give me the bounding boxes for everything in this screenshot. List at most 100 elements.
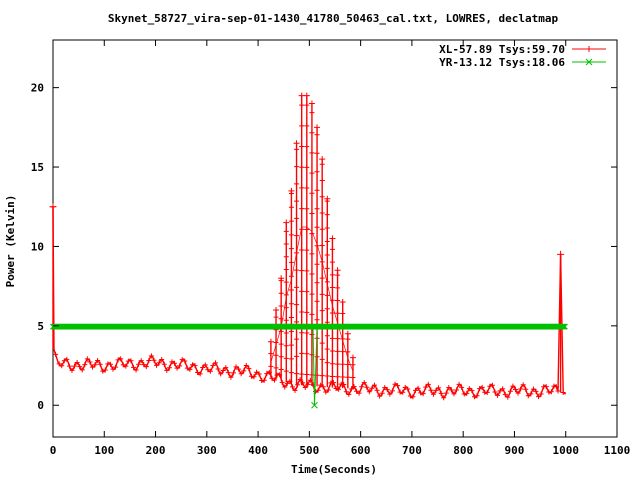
data-point-xl <box>254 369 260 375</box>
legend-marker-xl <box>586 46 592 52</box>
data-point-xl <box>294 336 300 342</box>
data-point-xl <box>246 366 252 372</box>
data-point-xl <box>288 218 294 224</box>
data-point-xl <box>294 146 300 152</box>
data-point-xl <box>454 387 460 393</box>
y-tick-label: 0 <box>37 399 44 412</box>
data-point-xl <box>319 210 325 216</box>
data-point-xl <box>304 247 310 253</box>
data-point-xl <box>324 346 330 352</box>
data-point-xl <box>507 388 513 394</box>
data-point-xl <box>304 226 310 232</box>
data-point-xl <box>115 357 121 363</box>
data-point-xl <box>120 362 126 368</box>
series-xl <box>49 92 567 401</box>
data-point-xl <box>169 359 175 365</box>
data-point-xl <box>282 384 288 390</box>
data-point-xl <box>356 390 362 396</box>
data-point-xl <box>184 365 190 371</box>
data-point-xl <box>289 384 295 390</box>
data-point-xl <box>288 356 294 362</box>
data-point-xl <box>304 330 310 336</box>
data-point-xl <box>283 241 289 247</box>
data-point-xl <box>102 367 108 373</box>
data-point-xl <box>210 363 216 369</box>
data-point-xl <box>319 373 325 379</box>
data-point-xl <box>538 391 544 397</box>
data-point-xl <box>200 364 206 370</box>
data-point-xl <box>309 332 315 338</box>
data-point-xl <box>412 387 418 393</box>
data-point-xl <box>294 198 300 204</box>
data-point-xl <box>500 386 506 392</box>
data-point-xl <box>304 185 310 191</box>
data-point-xl <box>283 355 289 361</box>
data-point-xl <box>310 382 316 388</box>
data-point-xl <box>299 268 305 274</box>
data-point-xl <box>273 306 280 313</box>
data-point-xl <box>560 390 566 396</box>
x-tick-label: 800 <box>453 444 473 457</box>
chart-title: Skynet_58727_vira-sep-01-1430_41780_5046… <box>108 12 559 25</box>
data-point-xl <box>266 369 272 375</box>
data-point-xl <box>319 178 325 184</box>
data-point-xl <box>136 361 142 367</box>
data-point-xl <box>278 275 285 282</box>
data-point-xl <box>304 351 310 357</box>
data-point-xl <box>459 384 465 390</box>
data-point-yr <box>559 323 566 330</box>
data-point-xl <box>309 251 315 257</box>
data-point-xl <box>294 164 300 170</box>
data-point-xl <box>74 360 80 365</box>
data-point-xl <box>430 391 436 397</box>
data-point-xl <box>474 393 480 399</box>
data-point-xl <box>294 267 300 273</box>
data-point-xl <box>324 225 330 231</box>
data-point-xl <box>202 362 208 368</box>
data-point-xl <box>309 210 315 216</box>
data-point-xl <box>320 384 326 390</box>
data-point-xl <box>329 348 335 354</box>
data-point-xl <box>350 362 356 368</box>
data-point-xl <box>489 382 495 388</box>
data-point-xl <box>278 328 284 334</box>
data-point-xl <box>304 371 310 377</box>
data-point-xl <box>451 391 457 397</box>
data-point-xl <box>151 357 157 363</box>
data-point-xl <box>405 386 411 392</box>
data-point-xl <box>79 367 85 373</box>
data-point-xl <box>400 389 406 395</box>
data-point-xl <box>448 387 454 393</box>
data-point-xl <box>330 380 336 386</box>
data-point-xl <box>197 371 203 377</box>
data-point-xl <box>299 102 305 108</box>
data-point-xl <box>283 368 289 374</box>
data-point-xl <box>324 212 330 218</box>
data-point-xl <box>130 364 136 370</box>
data-point-xl <box>477 386 483 392</box>
data-point-xl <box>288 204 294 210</box>
data-point-xl <box>273 352 279 358</box>
data-point-xl <box>299 185 305 191</box>
data-point-xl <box>69 367 75 373</box>
data-point-xl <box>495 392 501 398</box>
data-point-xl <box>420 391 426 397</box>
data-point-xl <box>279 379 285 385</box>
data-point-xl <box>207 368 213 374</box>
data-point-xl <box>325 387 331 393</box>
data-point-xl <box>349 354 356 361</box>
data-point-xl <box>298 92 305 99</box>
plot-area <box>49 39 618 438</box>
data-point-xl <box>283 279 289 285</box>
data-point-xl <box>345 336 351 342</box>
data-point-xl <box>303 92 310 99</box>
data-point-xl <box>89 364 95 370</box>
data-point-xl <box>351 384 357 390</box>
data-point-xl <box>314 150 320 156</box>
data-point-xl <box>471 394 477 400</box>
data-point-xl <box>309 170 315 176</box>
data-point-xl <box>294 371 300 377</box>
data-point-xl <box>299 288 305 294</box>
data-point-xl <box>243 363 249 369</box>
data-point-xl <box>261 377 267 383</box>
